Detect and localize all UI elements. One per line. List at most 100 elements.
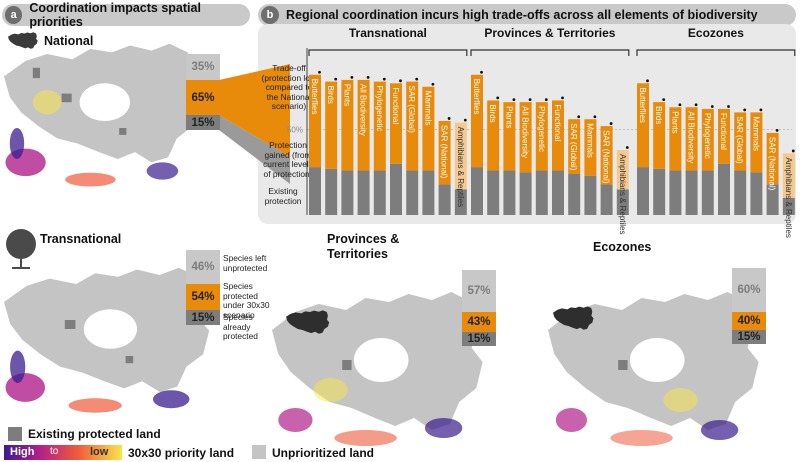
- bar-existing: [309, 167, 321, 215]
- bar-gained: [669, 107, 682, 171]
- bar-existing: [685, 170, 698, 215]
- bar-top-marker: [710, 105, 714, 108]
- bar-top-marker: [382, 77, 386, 81]
- bar-gained: [325, 81, 338, 169]
- bar-category-label: Phylogenetic: [375, 86, 384, 132]
- bar-existing: [471, 167, 483, 215]
- legend-unprioritized-label: Unprioritized land: [272, 446, 374, 460]
- bar-category-label: SAR (National): [440, 125, 449, 179]
- bar-gained: [568, 119, 581, 174]
- map-title-ecozones: Ecozones: [593, 240, 652, 254]
- bar-category-label: SAR (Global): [569, 123, 578, 170]
- bar-category-label: Functional: [391, 87, 400, 124]
- map-provinces: [272, 292, 483, 446]
- bar-top-marker: [775, 129, 779, 132]
- legend-priority-label: 30x30 priority land: [128, 446, 235, 460]
- group-label: Ecozones: [688, 26, 744, 40]
- bar-gained: [734, 112, 747, 171]
- bar-category-label: SAR (National): [768, 137, 777, 191]
- bar-gained: [373, 81, 386, 171]
- bar-existing: [637, 167, 649, 215]
- unprotected-segment: 35%: [186, 54, 220, 80]
- bar-gained: [357, 79, 370, 171]
- bar-top-marker: [480, 70, 483, 74]
- bar-gained: [390, 83, 402, 164]
- bar-existing: [718, 163, 730, 215]
- bar-top-marker: [334, 77, 338, 81]
- bar-existing: [454, 189, 467, 215]
- map-national: [4, 43, 199, 187]
- bar-existing: [503, 170, 516, 215]
- existing-segment: 15%: [186, 310, 220, 325]
- bar-top-marker: [496, 96, 500, 100]
- legend-high-label: High: [10, 446, 35, 458]
- bar-category-label: Birds: [654, 106, 663, 124]
- panel-b-letter: b: [261, 6, 279, 24]
- bar-gained: [519, 102, 532, 173]
- bar-gained: [535, 102, 548, 171]
- bar-gained: [766, 132, 779, 185]
- bar-category-label: Functional: [553, 104, 562, 141]
- bar-top-marker: [662, 98, 666, 102]
- bar-category-label: Mammals: [751, 116, 760, 151]
- bar-existing: [373, 170, 386, 215]
- map-transnational: [4, 267, 210, 413]
- existing-segment: 15%: [186, 115, 220, 130]
- bar-top-marker: [759, 108, 763, 112]
- bar-top-marker: [544, 98, 548, 102]
- map-title-national: National: [44, 34, 94, 48]
- bar-gained: [438, 120, 451, 185]
- bar-top-marker: [727, 105, 730, 108]
- existing-segment: 15%: [462, 332, 496, 346]
- bar-existing: [782, 197, 795, 215]
- bar-existing: [535, 170, 548, 215]
- bar-existing: [600, 184, 613, 215]
- bar-category-label: Mammals: [423, 91, 432, 126]
- bar-existing: [390, 163, 402, 215]
- group-label: Transnational: [349, 26, 427, 40]
- bar-top-marker: [399, 79, 402, 83]
- bar-gained: [487, 100, 500, 171]
- bar-top-marker: [350, 76, 354, 79]
- bar-gained: [600, 126, 613, 185]
- globe-icon: [6, 229, 36, 269]
- bar-gained: [750, 112, 763, 173]
- bar-category-label: Butterflies: [472, 79, 481, 115]
- bar-top-marker: [625, 146, 629, 149]
- bar-category-label: Functional: [719, 113, 728, 150]
- bar-existing: [422, 170, 435, 215]
- label-species-protected: Species protected under 30x30 scenario: [223, 281, 270, 320]
- bar-gained: [422, 86, 435, 171]
- bar-gained: [701, 108, 714, 171]
- map-title-transnational: Transnational: [40, 232, 122, 246]
- bar-category-label: Phylogenetic: [703, 113, 712, 159]
- bar-gained: [454, 122, 467, 190]
- map-ecozones: [548, 292, 759, 446]
- bar-gained: [718, 108, 730, 164]
- bar-existing: [766, 184, 779, 215]
- bar-existing: [616, 189, 629, 215]
- bar-existing: [734, 170, 747, 215]
- bar-category-label: All Biodiversity: [359, 84, 368, 136]
- panel-b-header: b Regional coordination incurs high trad…: [258, 4, 796, 26]
- bar-category-label: Butterflies: [310, 79, 319, 115]
- bar-category-label: Amphibians & Reptiles: [456, 127, 465, 207]
- group-bracket: [636, 49, 796, 56]
- bar-gained: [503, 102, 516, 171]
- bar-category-label: Amphibians & Reptiles: [618, 154, 627, 234]
- bar-existing: [552, 170, 564, 215]
- label-gained: Protection gained (from current levels o…: [263, 140, 313, 179]
- callout-wedge-grey: [219, 115, 290, 184]
- bar-existing: [701, 170, 714, 215]
- bar-category-label: SAR (Global): [735, 116, 744, 163]
- map-title-provinces-2: Territories: [327, 247, 388, 261]
- bar-category-label: SAR (National): [602, 130, 611, 184]
- bar-top-marker: [447, 117, 451, 120]
- label-existing: Existing protection: [264, 186, 302, 206]
- bar-gained: [782, 153, 795, 198]
- bar-category-label: Plants: [342, 84, 351, 106]
- bar-category-label: SAR (Global): [407, 86, 416, 133]
- panel-a-header: a Coordination impacts spatial prioritie…: [2, 1, 250, 29]
